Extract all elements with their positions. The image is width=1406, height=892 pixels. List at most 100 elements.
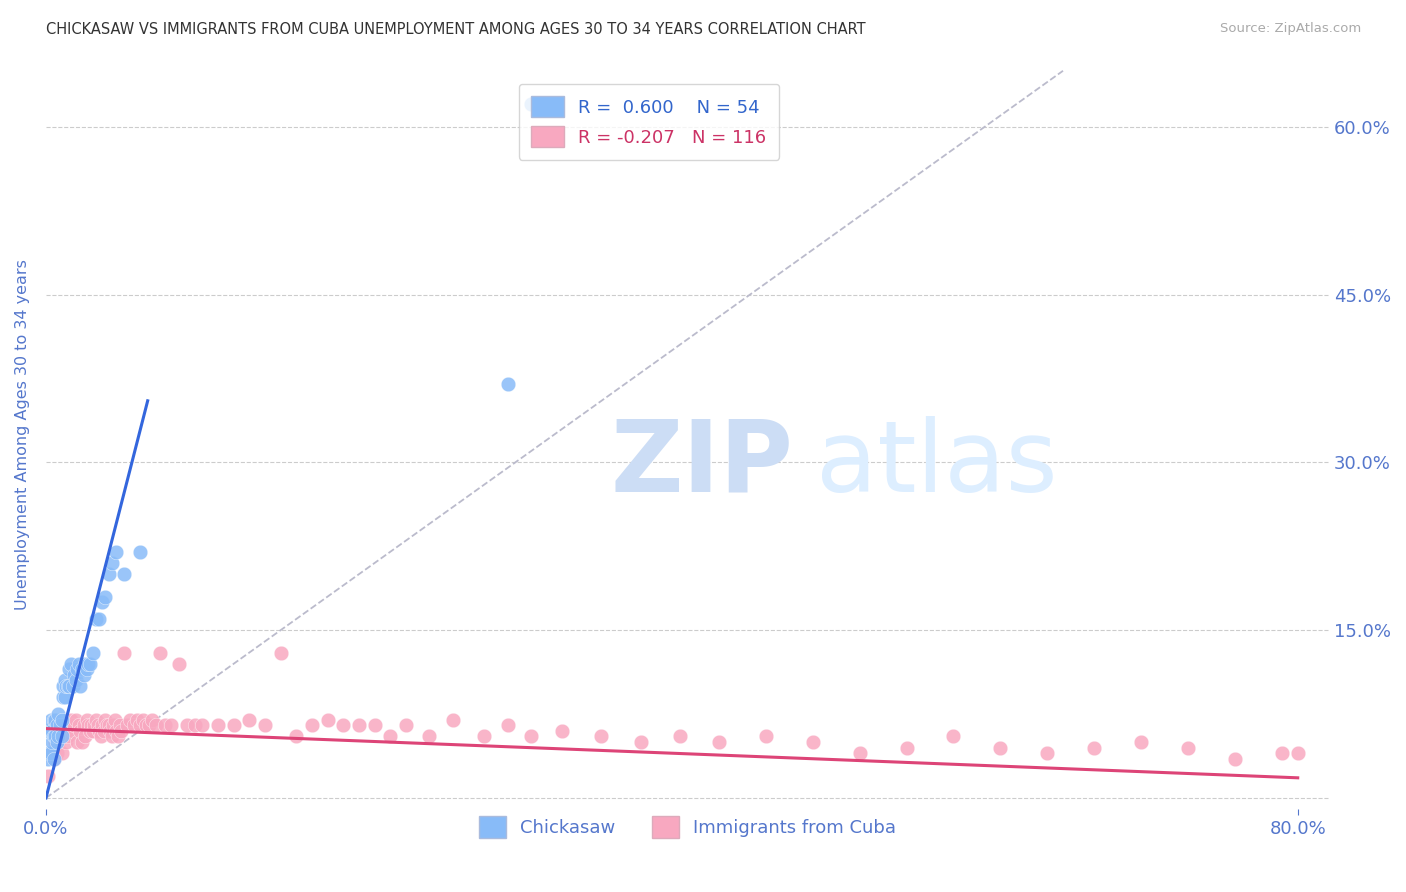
Point	[520, 730, 543, 744]
Point	[41, 723, 63, 738]
Point	[58, 718, 80, 732]
Point	[39, 746, 62, 760]
Point	[1083, 740, 1105, 755]
Point	[80, 718, 103, 732]
Point	[112, 567, 135, 582]
Point	[51, 730, 73, 744]
Point	[90, 730, 112, 744]
Point	[1130, 735, 1153, 749]
Point	[70, 735, 93, 749]
Point	[1223, 752, 1246, 766]
Point	[42, 752, 65, 766]
Point	[63, 718, 86, 732]
Point	[551, 723, 574, 738]
Point	[630, 735, 652, 749]
Point	[52, 690, 75, 705]
Point	[63, 668, 86, 682]
Point	[668, 730, 690, 744]
Point	[108, 718, 131, 732]
Point	[222, 718, 245, 732]
Point	[141, 713, 163, 727]
Point	[84, 713, 107, 727]
Point	[316, 713, 339, 727]
Point	[65, 713, 87, 727]
Point	[238, 713, 260, 727]
Point	[100, 730, 122, 744]
Point	[49, 718, 72, 732]
Point	[84, 612, 107, 626]
Point	[37, 752, 59, 766]
Point	[45, 735, 67, 749]
Point	[1036, 746, 1059, 760]
Point	[38, 723, 60, 738]
Point	[153, 718, 176, 732]
Point	[848, 746, 870, 760]
Point	[896, 740, 918, 755]
Point	[69, 723, 91, 738]
Y-axis label: Unemployment Among Ages 30 to 34 years: Unemployment Among Ages 30 to 34 years	[15, 259, 30, 610]
Point	[67, 718, 90, 732]
Point	[37, 723, 59, 738]
Point	[94, 590, 117, 604]
Point	[72, 668, 94, 682]
Text: CHICKASAW VS IMMIGRANTS FROM CUBA UNEMPLOYMENT AMONG AGES 30 TO 34 YEARS CORRELA: CHICKASAW VS IMMIGRANTS FROM CUBA UNEMPL…	[46, 22, 866, 37]
Point	[48, 707, 70, 722]
Point	[160, 718, 183, 732]
Point	[301, 718, 323, 732]
Point	[96, 718, 118, 732]
Point	[1177, 740, 1199, 755]
Point	[77, 657, 100, 671]
Point	[496, 377, 519, 392]
Point	[97, 718, 120, 732]
Point	[51, 713, 73, 727]
Point	[117, 718, 139, 732]
Point	[45, 718, 67, 732]
Point	[76, 662, 98, 676]
Point	[69, 679, 91, 693]
Point	[52, 730, 75, 744]
Point	[42, 752, 65, 766]
Point	[55, 735, 77, 749]
Point	[418, 730, 440, 744]
Point	[707, 735, 730, 749]
Point	[48, 735, 70, 749]
Point	[44, 730, 66, 744]
Point	[105, 723, 128, 738]
Point	[191, 718, 214, 732]
Point	[72, 718, 94, 732]
Point	[441, 713, 464, 727]
Point	[53, 718, 76, 732]
Point	[66, 735, 89, 749]
Point	[98, 723, 121, 738]
Point	[120, 713, 142, 727]
Point	[103, 718, 125, 732]
Point	[86, 718, 108, 732]
Point	[145, 718, 167, 732]
Point	[591, 730, 613, 744]
Point	[42, 730, 65, 744]
Point	[105, 545, 128, 559]
Point	[270, 646, 292, 660]
Point	[41, 735, 63, 749]
Point	[1286, 746, 1309, 760]
Point	[45, 746, 67, 760]
Point	[82, 646, 104, 660]
Point	[332, 718, 354, 732]
Point	[138, 718, 160, 732]
Point	[38, 746, 60, 760]
Point	[104, 713, 127, 727]
Point	[39, 746, 62, 760]
Point	[56, 679, 79, 693]
Point	[176, 718, 198, 732]
Point	[990, 740, 1012, 755]
Point	[58, 662, 80, 676]
Point	[60, 657, 83, 671]
Point	[100, 556, 122, 570]
Point	[53, 690, 76, 705]
Point	[49, 723, 72, 738]
Point	[347, 718, 370, 732]
Point	[942, 730, 965, 744]
Point	[207, 718, 229, 732]
Point	[149, 646, 172, 660]
Point	[363, 718, 385, 732]
